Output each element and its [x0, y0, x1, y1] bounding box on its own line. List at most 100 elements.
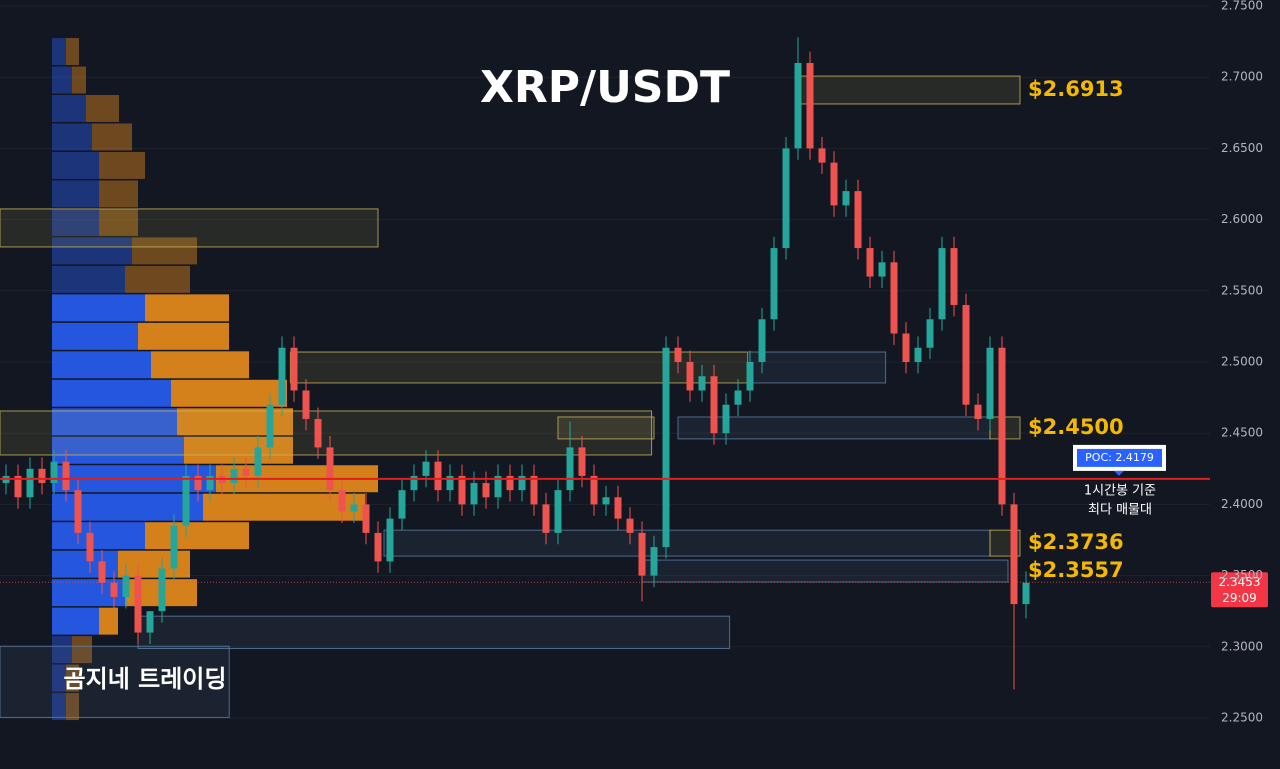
candle-body — [542, 504, 550, 533]
profile-sell — [99, 208, 138, 236]
zone — [137, 615, 731, 650]
candle-body — [626, 518, 634, 533]
chart-title: XRP/USDT — [480, 62, 730, 113]
candle-body — [470, 483, 478, 505]
candle-body — [758, 319, 766, 362]
candle-body — [698, 376, 706, 391]
zone — [0, 410, 653, 456]
candle-body — [614, 497, 622, 519]
y-tick-label: 2.7000 — [1221, 70, 1263, 84]
candle-body — [266, 404, 274, 448]
zone-label: $2.4500 — [1028, 415, 1124, 439]
y-tick-label: 2.5500 — [1221, 283, 1263, 297]
profile-buy — [52, 38, 66, 66]
profile-sell — [66, 664, 79, 692]
candle-body — [254, 447, 262, 476]
poc-label: POC: 2.4179 — [1085, 451, 1154, 464]
y-tick-label: 2.4000 — [1221, 497, 1263, 511]
profile-buy — [52, 237, 132, 265]
profile-buy — [52, 408, 177, 436]
y-tick-label: 2.2500 — [1221, 711, 1263, 725]
candle-body — [374, 532, 382, 562]
candle-body — [554, 490, 562, 533]
y-tick-label: 2.3500 — [1221, 568, 1263, 582]
poc-note: 최다 매물대 — [1088, 502, 1152, 517]
profile-sell — [86, 95, 119, 122]
profile-sell — [72, 66, 86, 94]
candle-body — [146, 611, 154, 633]
y-tick-label: 2.7500 — [1221, 0, 1263, 13]
profile-buy — [52, 180, 99, 208]
profile-buy — [52, 265, 125, 293]
candle-body — [194, 475, 202, 491]
candle-body — [986, 347, 994, 419]
candle-body — [410, 475, 418, 491]
candle-body — [710, 376, 718, 434]
poc-pointer — [1114, 470, 1124, 476]
candle-body — [26, 468, 34, 498]
candle-body — [878, 262, 886, 277]
profile-buy — [52, 379, 171, 407]
candle-body — [122, 575, 130, 597]
candle-body — [746, 362, 754, 391]
candle-body — [278, 347, 286, 405]
profile-sell — [118, 550, 190, 578]
profile-buy — [52, 636, 72, 664]
candle-body — [1022, 582, 1030, 605]
candle-body — [734, 390, 742, 405]
candle-body — [86, 532, 94, 562]
candle-body — [206, 475, 214, 491]
candle-body — [938, 248, 946, 320]
zone — [747, 351, 887, 384]
candle-body — [650, 547, 658, 576]
profile-sell — [72, 636, 92, 664]
candle-body — [182, 475, 190, 526]
overlay: $2.6913 $2.4500 $2.3736 $2.3557 POC: 2.4179 1… — [0, 77, 1268, 608]
profile-sell — [151, 351, 249, 379]
profile-buy — [52, 294, 145, 322]
profile-sell — [66, 693, 79, 721]
candle-body — [1010, 504, 1018, 605]
candle-body — [158, 568, 166, 612]
profile-sell — [177, 408, 293, 436]
profile-buy — [52, 66, 72, 94]
profile-buy — [52, 550, 118, 578]
candle-body — [686, 362, 694, 391]
candle-body — [434, 461, 442, 491]
profile-buy — [52, 95, 86, 122]
candle-body — [770, 248, 778, 320]
zone — [641, 559, 1009, 583]
candle-body — [350, 504, 358, 512]
y-tick-label: 2.4500 — [1221, 426, 1263, 440]
candle-body — [530, 475, 538, 505]
candle-body — [602, 497, 610, 505]
candle-body — [806, 62, 814, 149]
zone — [289, 351, 749, 384]
candle-body — [890, 262, 898, 334]
candle-body — [134, 575, 142, 633]
candle-body — [74, 490, 82, 533]
candle-body — [422, 461, 430, 476]
candle-body — [242, 468, 250, 476]
candle-body — [914, 347, 922, 362]
candle-body — [62, 461, 70, 491]
profile-sell — [138, 322, 229, 350]
candle-body — [338, 490, 346, 512]
candle-body — [482, 483, 490, 498]
candles — [2, 37, 1030, 690]
candle-body — [674, 347, 682, 362]
candle-body — [314, 418, 322, 448]
candle-body — [998, 347, 1006, 505]
zone — [557, 416, 655, 440]
candle-body — [290, 347, 298, 391]
candle-body — [38, 468, 46, 484]
candle-body — [950, 248, 958, 306]
watermark: 곰지네 트레이딩 — [64, 665, 227, 693]
profile-sell — [145, 294, 229, 322]
profile-buy — [52, 322, 138, 350]
candle-body — [590, 475, 598, 505]
profile-buy — [52, 123, 92, 151]
zones — [0, 75, 1021, 718]
